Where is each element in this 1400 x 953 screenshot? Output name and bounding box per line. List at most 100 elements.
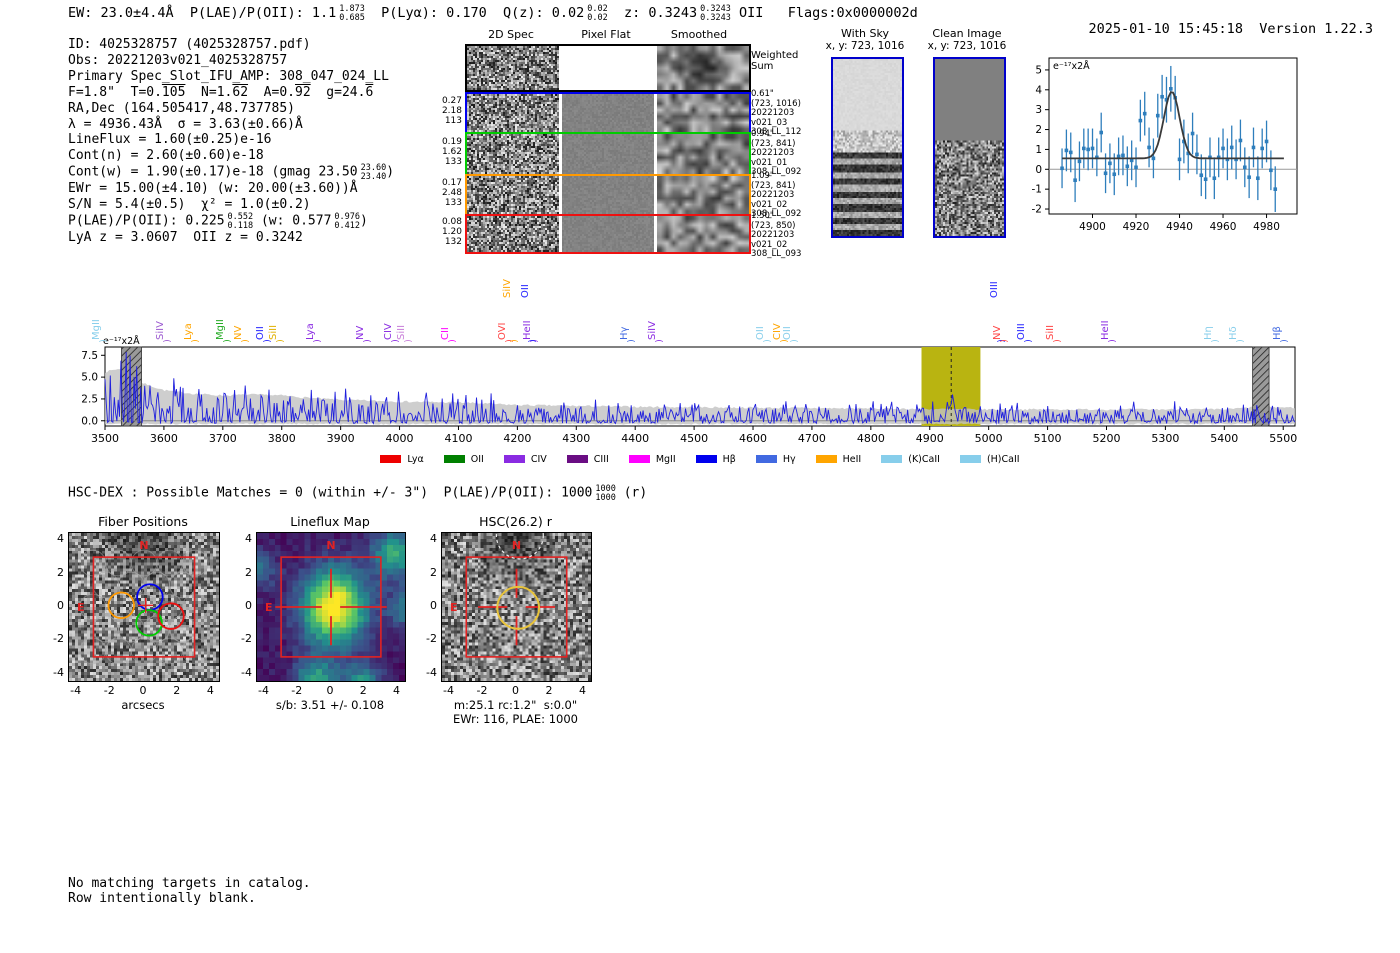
- svg-text:N: N: [139, 539, 148, 552]
- line-bracket-icon: (: [1050, 339, 1061, 343]
- ytick-lineflux: -2: [241, 632, 252, 646]
- text-segment: OII Flags:0x0000002d: [730, 5, 918, 21]
- info-line: ID: 4025328757 (4025328757.pdf): [68, 37, 394, 53]
- legend-item: Lyα: [380, 453, 424, 465]
- line-bracket-icon: (: [526, 339, 537, 343]
- line-bracket-icon: (: [997, 339, 1008, 343]
- emission-line-label: SiIV: [647, 321, 659, 340]
- svg-text:5100: 5100: [1034, 432, 1062, 445]
- legend-label: MgII: [655, 453, 676, 465]
- emission-line-label: SiII: [395, 324, 407, 340]
- cutout-xlabel2-hsc: EWr: 116, PLAE: 1000: [453, 712, 578, 726]
- emission-line-label: SiII: [267, 324, 279, 340]
- legend-item: Hγ: [755, 454, 796, 465]
- spec2d-smoothed: [657, 46, 749, 90]
- info-line: RA,Dec (164.505417,48.737785): [68, 101, 394, 117]
- spec2d-cell: [467, 176, 559, 214]
- text-segment: HSC-DEX : Possible Matches = 0 (within +…: [68, 485, 593, 501]
- svg-text:3700: 3700: [209, 432, 237, 445]
- emission-line-label: SiIV: [155, 321, 167, 340]
- svg-text:4200: 4200: [503, 432, 531, 445]
- svg-text:4000: 4000: [386, 432, 414, 445]
- text-segment: λ = 4936.43Å σ = 3.63(±0.66)Å: [68, 116, 303, 132]
- emission-line-label: NV: [232, 325, 244, 340]
- svg-text:5000: 5000: [975, 432, 1003, 445]
- svg-text:4100: 4100: [444, 432, 472, 445]
- spec2d-cell: [657, 94, 749, 132]
- emission-line-label: OVI: [497, 322, 509, 341]
- line-bracket-icon: (: [401, 339, 412, 343]
- footer-note-2: Row intentionally blank.: [68, 891, 256, 906]
- text-segment: z: 0.3243: [607, 5, 698, 21]
- spec2d-left-labels: 0.27 2.18 113: [441, 96, 462, 126]
- cutout-title-hsc: HSC(26.2) r: [479, 514, 552, 529]
- text-segment: LineFlux = 1.60(±0.25)e-16: [68, 132, 272, 148]
- text-segment: ): [360, 213, 368, 229]
- svg-text:5.0: 5.0: [81, 372, 98, 384]
- svg-text:N: N: [512, 539, 521, 552]
- spec2d-right-labels: 0.94" (723, 841) 20221203 v021_01 308_LL_092: [751, 129, 802, 178]
- legend-swatch: [755, 455, 777, 463]
- text-segment: 62: [232, 84, 249, 100]
- legend-swatch: [628, 455, 650, 463]
- info-line: S/N = 5.4(±0.5) χ² = 1.0(±0.2): [68, 197, 394, 213]
- info-line: P(LAE)/P(OII): 0.225 0.552 0.118 (w: 0.577…: [68, 213, 394, 230]
- emission-line-label: Hβ: [1272, 326, 1284, 340]
- text-segment: Cont(w) = 1.90(±0.17)e-18 (gmag 23.50: [68, 164, 358, 180]
- svg-text:4940: 4940: [1166, 221, 1193, 233]
- info-line: Primary Spec_Slot_IFU_AMP: 308_047_024_L…: [68, 69, 394, 85]
- legend-label: OII: [470, 453, 484, 465]
- emission-line-label: Hη: [1203, 326, 1215, 340]
- legend-label: CIV: [530, 453, 547, 465]
- xtick-fiber: 2: [173, 684, 181, 697]
- spectrum-legend: Lyα OII CIV CIII MgII Hβ Hγ HeII (K)CaII (H)CaII: [105, 448, 1295, 467]
- ytick-hsc: 0: [430, 599, 437, 612]
- spec2d-col-title: 2D Spec: [488, 28, 534, 41]
- emission-line-label: HeII: [1099, 320, 1111, 340]
- xtick-hsc: 2: [545, 684, 553, 697]
- spec2d-smoothed: [657, 94, 749, 132]
- spec2d-cell: [562, 134, 654, 174]
- clean-image: [933, 57, 1006, 238]
- line-bracket-icon: (: [160, 339, 171, 343]
- header-summary: EW: 23.0±4.4Å P(LAE)/P(OII): 1.1 1.873 0.6…: [68, 5, 918, 23]
- info-line: LyA z = 3.0607 OII z = 0.3242: [68, 230, 394, 246]
- xtick-hsc: 0: [512, 684, 519, 697]
- line-bracket-icon: (: [1277, 339, 1288, 343]
- svg-text:4920: 4920: [1123, 221, 1150, 233]
- spec2d-left-labels: 0.17 2.48 133: [441, 178, 462, 208]
- svg-text:4960: 4960: [1210, 221, 1237, 233]
- svg-text:5500: 5500: [1269, 432, 1297, 445]
- text-segment: N=1.: [185, 84, 233, 100]
- xtick-hsc: 4: [578, 684, 586, 697]
- svg-text:4980: 4980: [1253, 221, 1280, 233]
- legend-label: (H)CaII: [986, 453, 1020, 465]
- svg-text:4400: 4400: [621, 432, 649, 445]
- svg-text:5300: 5300: [1151, 432, 1179, 445]
- legend-label: Lyα: [407, 453, 424, 465]
- cutout-title-lineflux: Lineflux Map: [290, 514, 370, 529]
- svg-text:3900: 3900: [327, 432, 355, 445]
- fraction: 1000 1000: [595, 484, 616, 503]
- text-segment: P(Lyα): 0.170 Q(z): 0.02: [364, 5, 585, 21]
- spec2d-noise: [467, 216, 559, 252]
- legend-item: OII: [443, 453, 484, 465]
- weighted-sum-label: Weighted Sum: [751, 50, 799, 72]
- clean-title: Clean Image x, y: 723, 1016: [927, 27, 1007, 52]
- text-segment: F=1.8" T=0.: [68, 84, 162, 100]
- emission-line-label: OIII: [988, 281, 1000, 298]
- line-bracket-icon: (: [273, 339, 284, 343]
- ytick-lineflux: 4: [245, 532, 252, 546]
- report-version: Version 1.22.3: [1259, 21, 1374, 37]
- svg-text:3600: 3600: [150, 432, 178, 445]
- text-segment: 105: [161, 84, 186, 100]
- detection-info-block: ID: 4025328757 (4025328757.pdf) Obs: 2022…: [68, 37, 394, 246]
- svg-text:4500: 4500: [680, 432, 708, 445]
- emission-line-label: OII: [781, 326, 793, 340]
- svg-text:E: E: [450, 601, 458, 614]
- legend-swatch: [815, 455, 837, 463]
- spec2d-noise: [467, 134, 559, 174]
- ytick-fiber: 4: [57, 532, 64, 546]
- spec2d-cell: [657, 176, 749, 214]
